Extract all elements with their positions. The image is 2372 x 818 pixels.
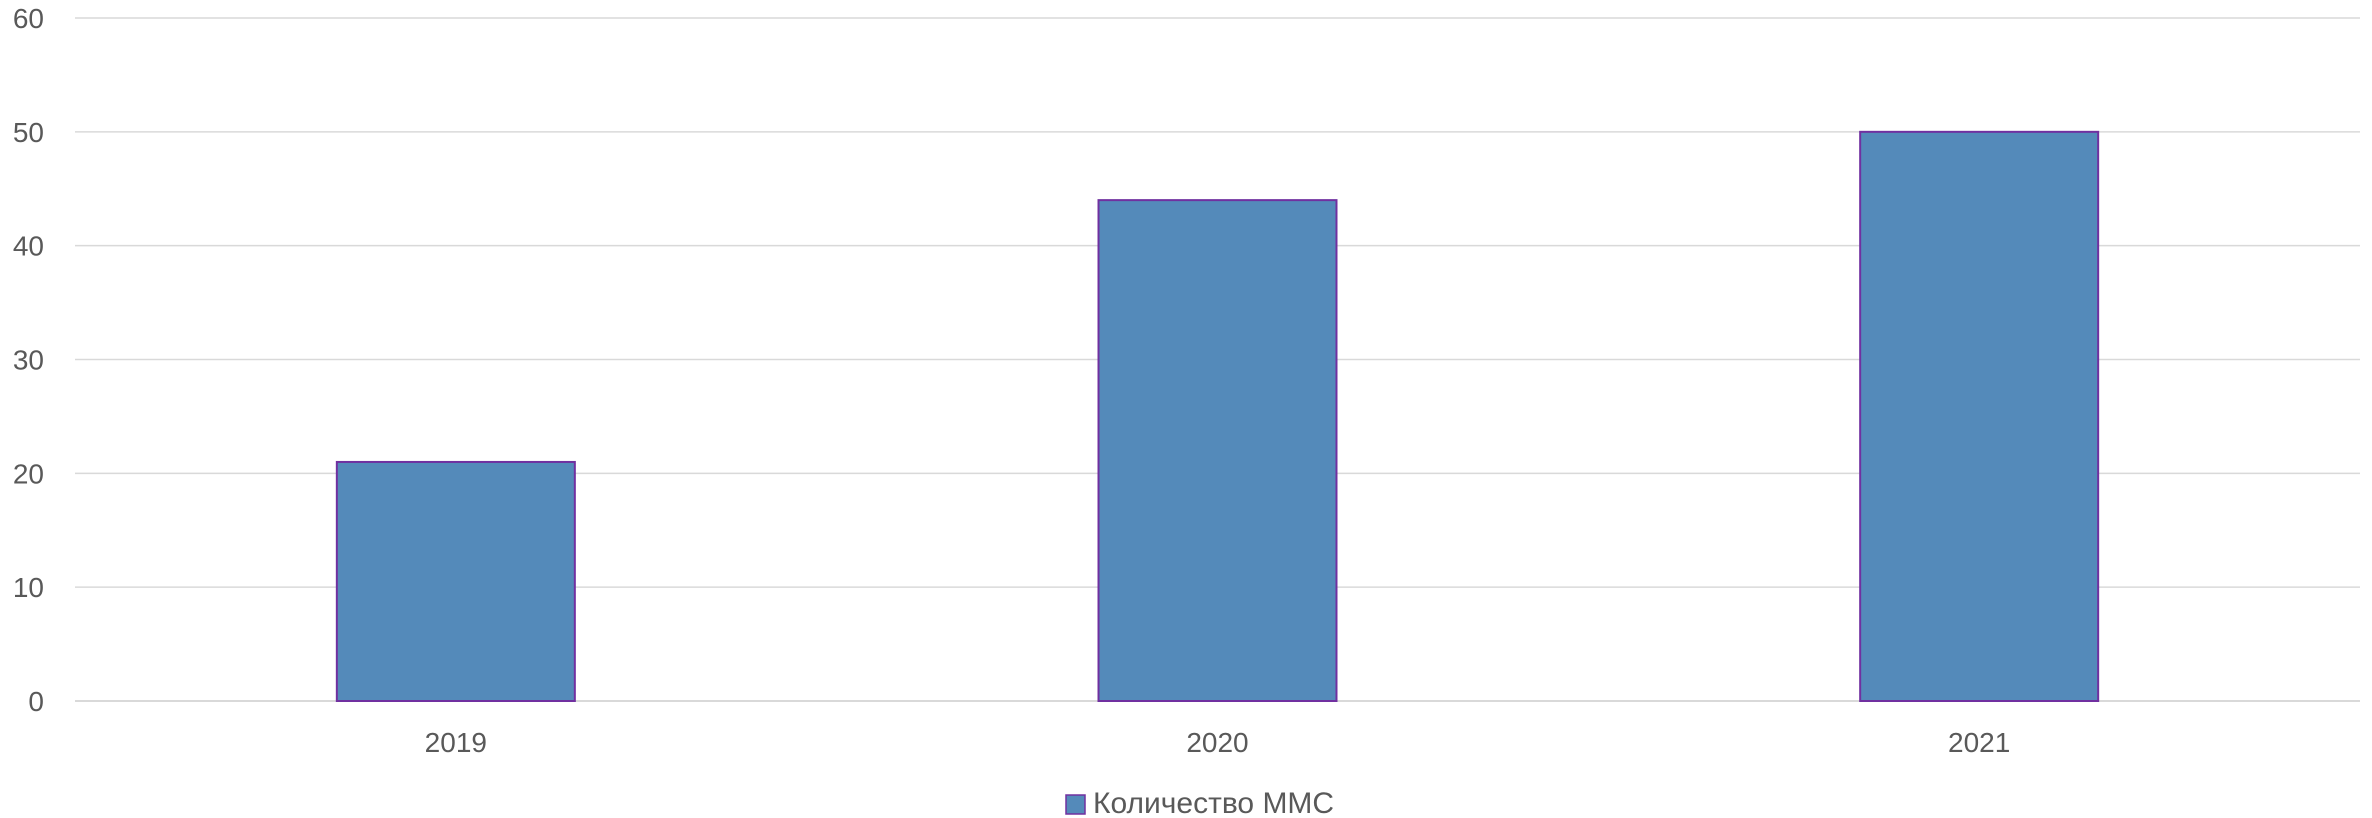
y-axis-tick-labels: 0 10 20 30 40 50 60: [13, 3, 44, 717]
x-axis-tick-labels: 2019 2020 2021: [425, 727, 2011, 758]
y-tick-label: 40: [13, 231, 44, 262]
legend-swatch: [1065, 794, 1086, 815]
y-tick-label: 30: [13, 345, 44, 376]
y-tick-label: 60: [13, 3, 44, 34]
y-tick-label: 50: [13, 117, 44, 148]
bar-2020: [1097, 199, 1338, 702]
bars: [335, 130, 2100, 703]
x-tick-label: 2019: [425, 727, 487, 758]
legend: Количество ММС: [1065, 787, 1334, 818]
x-tick-label: 2021: [1948, 727, 2010, 758]
bar-2019: [335, 460, 576, 703]
x-tick-label: 2020: [1186, 727, 1248, 758]
legend-label: Количество ММС: [1093, 787, 1334, 818]
y-tick-label: 0: [28, 686, 44, 717]
y-tick-label: 10: [13, 572, 44, 603]
y-tick-label: 20: [13, 458, 44, 489]
bar-2021: [1859, 130, 2100, 703]
